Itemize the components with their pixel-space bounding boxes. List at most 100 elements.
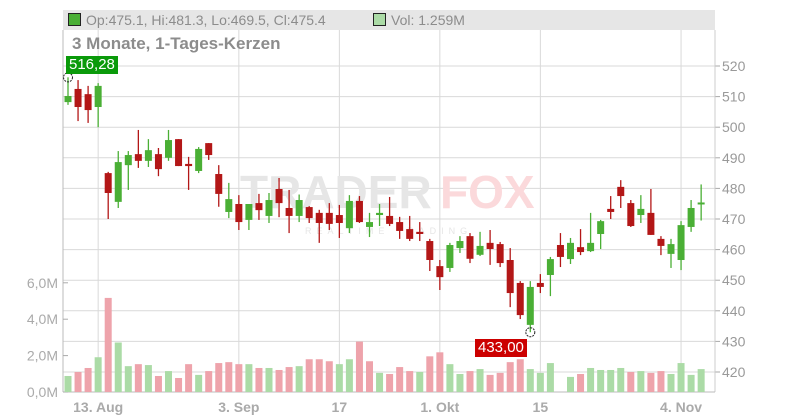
volume-legend: Vol: 1.259M — [373, 12, 465, 28]
candle-body — [325, 212, 333, 224]
price-tick-label: 510 — [722, 89, 746, 105]
date-tick-label: 17 — [332, 399, 348, 415]
volume-bar — [567, 376, 574, 392]
volume-bar — [355, 341, 363, 392]
volume-bar — [697, 369, 705, 392]
legend-bar: Op:475.1, Hi:481.3, Lo:469.5, Cl:475.4 V… — [63, 10, 715, 30]
price-tick-label: 520 — [722, 58, 746, 74]
candle-body — [144, 150, 152, 161]
volume-bar — [406, 371, 414, 392]
candle-body — [536, 282, 544, 287]
volume-bar — [416, 371, 424, 392]
candle-body — [496, 244, 504, 264]
candle-body — [627, 203, 635, 227]
candle-body — [366, 222, 373, 227]
candle-body — [436, 266, 444, 278]
candle-body — [567, 242, 574, 260]
candle-body — [556, 245, 564, 257]
volume-bar — [446, 364, 454, 392]
candle-body — [697, 202, 705, 205]
volume-tick-label: 4,0M — [27, 311, 58, 327]
candle-body — [255, 203, 263, 211]
candle-body — [335, 215, 343, 223]
candle-body — [104, 173, 112, 193]
candle-body — [396, 222, 404, 231]
candle-body — [124, 155, 132, 166]
candle-body — [114, 162, 122, 202]
volume-bar — [466, 371, 474, 392]
volume-bar — [245, 364, 253, 392]
volume-bar — [597, 369, 605, 392]
volume-bar — [607, 369, 615, 392]
volume-bar — [647, 372, 655, 392]
volume-bar — [104, 297, 112, 392]
candle-body — [476, 245, 484, 255]
candle-body — [175, 139, 183, 167]
volume-bar — [506, 362, 514, 392]
date-tick-label: 1. Okt — [420, 399, 459, 415]
candle-body — [245, 204, 253, 220]
candle-body — [446, 245, 454, 268]
volume-legend-swatch — [373, 13, 386, 26]
price-legend-swatch — [68, 13, 81, 26]
volume-bar — [285, 367, 293, 392]
volume-bar — [486, 374, 494, 392]
volume-bar — [325, 361, 333, 392]
volume-bar — [396, 367, 404, 392]
ohlc-legend: Op:475.1, Hi:481.3, Lo:469.5, Cl:475.4 — [68, 12, 326, 28]
candle-body — [466, 236, 474, 259]
candle-body — [456, 241, 464, 249]
volume-bar — [496, 372, 504, 392]
candle-body — [416, 231, 424, 234]
candle-body — [185, 163, 193, 167]
candle-body — [265, 200, 273, 216]
volume-bar — [376, 372, 384, 392]
price-tick-label: 480 — [722, 180, 746, 196]
candle-body — [546, 259, 554, 275]
volume-bar — [275, 369, 283, 392]
volume-bar — [255, 367, 263, 392]
candle-body — [345, 200, 353, 229]
candle-body — [195, 148, 203, 171]
candle-body — [84, 94, 92, 111]
candle-body — [154, 154, 162, 170]
candle-body — [215, 174, 223, 194]
volume-bar — [64, 375, 72, 392]
candle-body — [295, 200, 303, 216]
date-tick-label: 4. Nov — [660, 399, 702, 415]
volume-bar — [295, 366, 303, 392]
volume-text: Vol: 1.259M — [391, 12, 465, 28]
candle-body — [607, 208, 615, 212]
low-marker-circle — [525, 327, 536, 338]
candle-body — [577, 247, 585, 253]
volume-bar — [617, 367, 625, 392]
volume-bar — [536, 372, 544, 392]
volume-bar — [185, 364, 193, 392]
volume-tick-label: 0,0M — [27, 384, 58, 400]
volume-tick-label: 6,0M — [27, 275, 58, 291]
candle-body — [657, 238, 665, 246]
volume-bar — [637, 371, 645, 392]
candle-body — [677, 225, 685, 261]
volume-bar — [436, 352, 444, 392]
volume-bar — [305, 359, 313, 392]
volume-bar — [526, 369, 534, 392]
price-tick-label: 450 — [722, 272, 746, 288]
volume-bar — [205, 371, 213, 392]
volume-tick-label: 2,0M — [27, 348, 58, 364]
candle-body — [637, 208, 645, 216]
candle-body — [516, 282, 524, 316]
volume-bar — [426, 356, 434, 392]
price-tick-label: 430 — [722, 333, 746, 349]
volume-bar — [94, 357, 102, 392]
volume-bar — [677, 363, 685, 392]
volume-bar — [74, 371, 82, 392]
volume-bar — [225, 362, 233, 392]
price-tick-label: 460 — [722, 242, 746, 258]
ohlc-text: Op:475.1, Hi:481.3, Lo:469.5, Cl:475.4 — [86, 12, 326, 28]
volume-bar — [134, 364, 142, 392]
low-price-tag: 433,00 — [475, 339, 527, 357]
volume-bar — [265, 367, 273, 392]
candle-body — [376, 212, 384, 216]
